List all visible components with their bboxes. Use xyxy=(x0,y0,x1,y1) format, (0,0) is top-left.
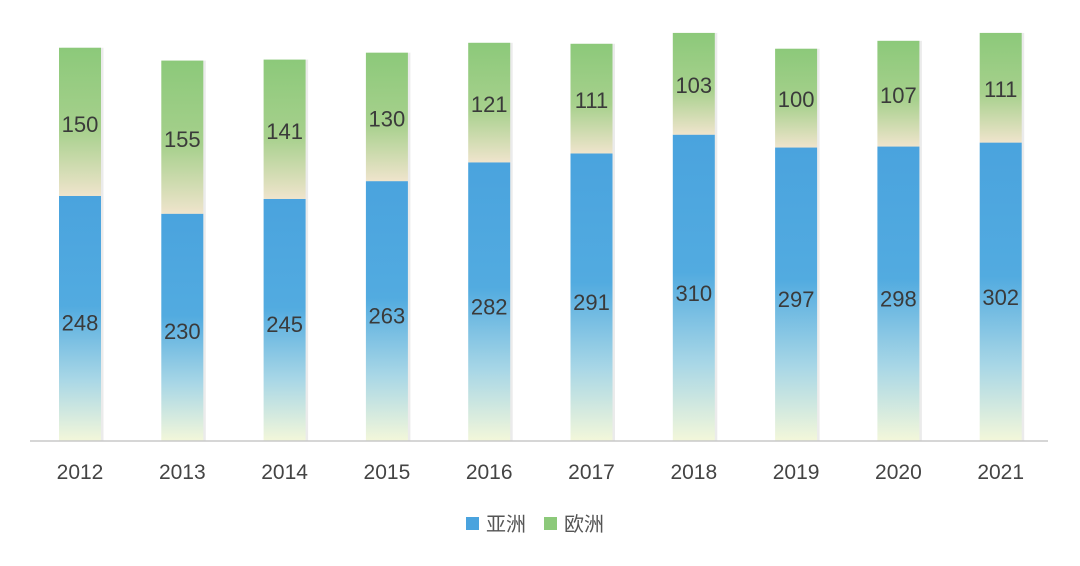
bar-europe-2017 xyxy=(570,43,613,154)
bar-europe-2012 xyxy=(59,47,101,196)
data-label-europe-2014: 141 xyxy=(266,119,303,144)
bar-asia-2012 xyxy=(59,195,101,441)
data-label-asia-2016: 282 xyxy=(471,294,508,319)
data-label-asia-2020: 298 xyxy=(880,287,917,312)
x-axis-ticks: 2012 2013 2014 2015 2016 2017 2018 2019 2020 2021 xyxy=(57,461,1024,484)
bar-asia-2019 xyxy=(775,147,818,442)
x-tick-label-2014: 2014 xyxy=(261,461,308,484)
bar-europe-2021 xyxy=(979,32,1022,143)
data-label-asia-2013: 230 xyxy=(164,319,201,344)
data-label-asia-2021: 302 xyxy=(982,285,1019,310)
bar-europe-2016 xyxy=(468,42,511,163)
bar-asia-2015 xyxy=(365,181,408,441)
x-tick-label-2013: 2013 xyxy=(159,461,206,484)
data-label-asia-2018: 310 xyxy=(675,281,712,306)
x-tick-label-2021: 2021 xyxy=(977,461,1024,484)
bar-asia-2021 xyxy=(979,142,1022,441)
data-label-asia-2015: 263 xyxy=(369,303,406,328)
bar-europe-2014 xyxy=(263,59,306,199)
bar-europe-2018 xyxy=(672,32,715,135)
x-tick-label-2017: 2017 xyxy=(568,461,615,484)
data-label-europe-2018: 103 xyxy=(675,73,712,98)
data-label-europe-2020: 107 xyxy=(880,83,917,108)
bars-layer xyxy=(59,32,1025,442)
legend-swatch-europe xyxy=(544,517,557,530)
legend-swatch-asia xyxy=(466,517,479,530)
data-label-asia-2012: 248 xyxy=(62,310,99,335)
bar-europe-2015 xyxy=(365,52,408,182)
bar-asia-2018 xyxy=(672,134,715,441)
data-label-europe-2013: 155 xyxy=(164,127,201,152)
bar-asia-2017 xyxy=(570,153,613,441)
data-label-asia-2017: 291 xyxy=(573,290,610,315)
bar-asia-2016 xyxy=(468,162,511,441)
x-tick-label-2018: 2018 xyxy=(670,461,717,484)
data-label-europe-2012: 150 xyxy=(62,112,99,137)
data-label-asia-2014: 245 xyxy=(266,312,303,337)
legend-label-europe: 欧洲 xyxy=(564,512,604,536)
bar-asia-2020 xyxy=(877,146,920,442)
x-tick-label-2015: 2015 xyxy=(364,461,411,484)
legend: 亚洲 欧洲 xyxy=(466,512,604,536)
bar-europe-2019 xyxy=(775,48,818,148)
x-tick-label-2016: 2016 xyxy=(466,461,513,484)
x-tick-label-2020: 2020 xyxy=(875,461,922,484)
data-label-europe-2016: 121 xyxy=(471,92,508,117)
data-labels-layer: 248 150 230 155 245 141 263 130 282 121 291 111 310 1… xyxy=(62,73,1019,344)
bar-europe-2020 xyxy=(877,40,920,147)
legend-label-asia: 亚洲 xyxy=(486,512,526,536)
x-tick-label-2012: 2012 xyxy=(57,461,104,484)
x-tick-label-2019: 2019 xyxy=(773,461,820,484)
data-label-europe-2021: 111 xyxy=(984,77,1017,102)
bar-asia-2014 xyxy=(263,198,306,441)
data-label-europe-2015: 130 xyxy=(369,106,406,131)
data-label-europe-2019: 100 xyxy=(778,87,815,112)
data-label-europe-2017: 111 xyxy=(575,88,608,113)
data-label-asia-2019: 297 xyxy=(778,287,815,312)
bar-asia-2013 xyxy=(161,213,204,441)
bar-europe-2013 xyxy=(161,60,204,214)
